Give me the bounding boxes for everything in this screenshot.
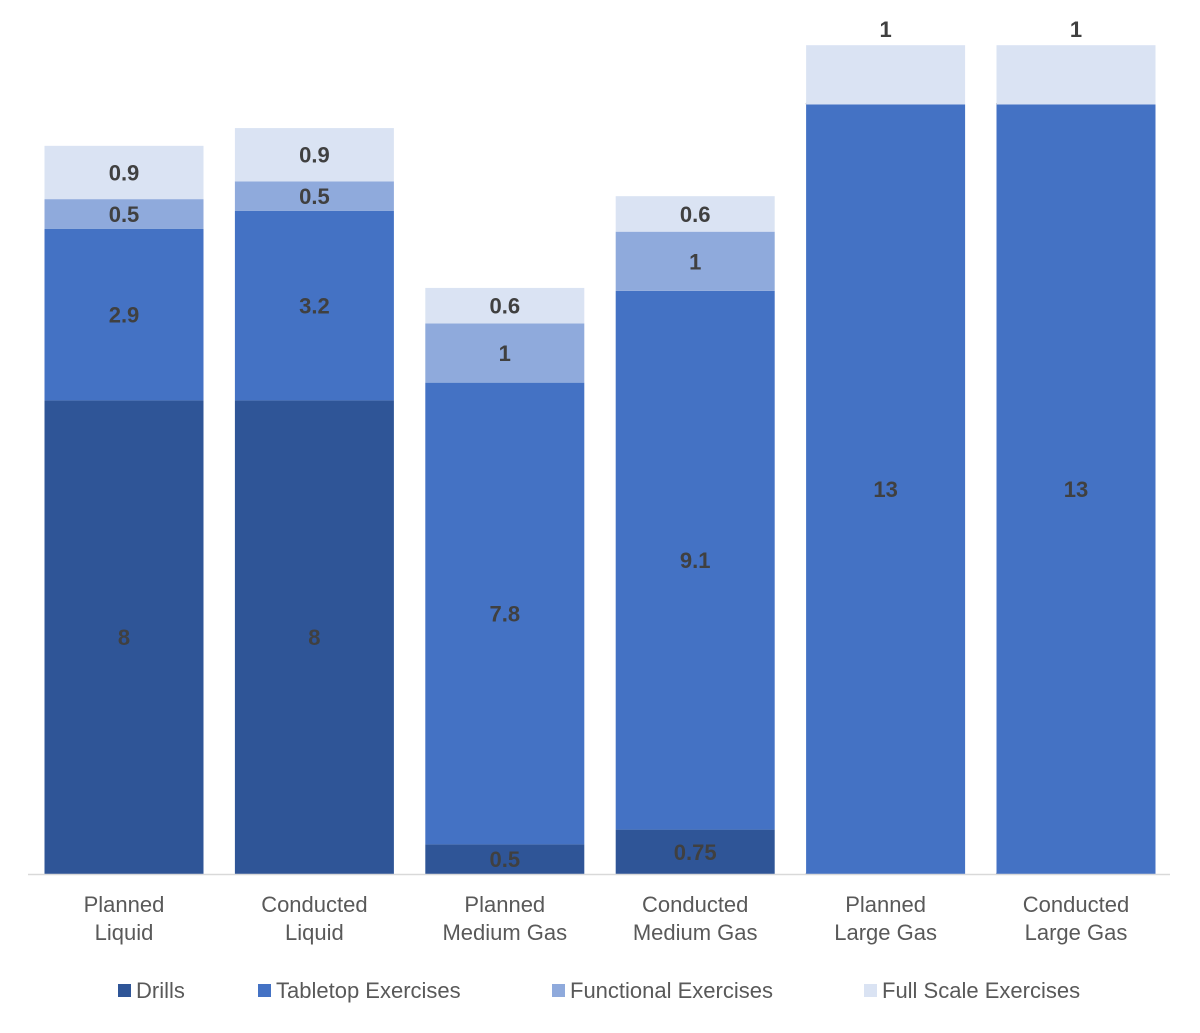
category-label: Large Gas: [1025, 920, 1128, 945]
category-label: Conducted: [261, 892, 367, 917]
legend-swatch: [864, 984, 877, 997]
bar-segment-functional-exercises: [615, 231, 775, 291]
legend-swatch: [258, 984, 271, 997]
bar-segment-tabletop-exercises: [996, 104, 1156, 874]
data-label: 0.5: [109, 202, 140, 227]
bar-segment-full-scale-exercises: [615, 196, 775, 232]
bar-segment-drills: [44, 400, 204, 874]
data-label: 0.75: [674, 840, 717, 865]
bar-segment-tabletop-exercises: [234, 210, 394, 401]
bar-segment-full-scale-exercises: [806, 45, 966, 105]
data-label: 13: [1064, 477, 1088, 502]
category-label: Planned: [84, 892, 165, 917]
data-label: 7.8: [490, 602, 521, 627]
bar-segment-drills: [234, 400, 394, 874]
category-label: Large Gas: [834, 920, 937, 945]
category-label: Liquid: [285, 920, 344, 945]
bar-segment-tabletop-exercises: [806, 104, 966, 874]
legend-label: Tabletop Exercises: [276, 978, 461, 1003]
data-label: 0.6: [680, 202, 711, 227]
bar-segment-full-scale-exercises: [996, 45, 1156, 105]
bar-segment-drills: [615, 829, 775, 874]
bar-segment-full-scale-exercises: [234, 128, 394, 182]
data-label: 8: [118, 625, 130, 650]
category-label: Liquid: [95, 920, 154, 945]
data-label: 9.1: [680, 548, 711, 573]
data-label: 0.5: [299, 184, 330, 209]
legend-swatch: [552, 984, 565, 997]
bar-segment-functional-exercises: [44, 199, 204, 229]
bar-segment-tabletop-exercises: [425, 382, 585, 845]
category-label: Planned: [845, 892, 926, 917]
data-label: 2.9: [109, 303, 140, 328]
data-label: 8: [308, 625, 320, 650]
bar-segment-tabletop-exercises: [615, 290, 775, 830]
bar-segment-functional-exercises: [425, 323, 585, 383]
data-label: 0.9: [299, 143, 330, 168]
data-label: 13: [873, 477, 897, 502]
data-label: 0.6: [490, 294, 521, 319]
bar-segment-drills: [425, 844, 585, 874]
category-label: Conducted: [1023, 892, 1129, 917]
legend-label: Functional Exercises: [570, 978, 773, 1003]
category-label: Planned: [464, 892, 545, 917]
category-label: Conducted: [642, 892, 748, 917]
bar-segment-full-scale-exercises: [425, 287, 585, 324]
legend-label: Drills: [136, 978, 185, 1003]
category-label: Medium Gas: [442, 920, 567, 945]
data-label: 0.9: [109, 160, 140, 185]
legend-label: Full Scale Exercises: [882, 978, 1080, 1003]
category-label: Medium Gas: [633, 920, 758, 945]
legend-swatch: [118, 984, 131, 997]
bar-segment-full-scale-exercises: [44, 145, 204, 200]
data-label: 0.5: [490, 847, 521, 872]
data-label: 1: [1070, 17, 1082, 42]
data-label: 1: [499, 341, 511, 366]
bar-segment-functional-exercises: [234, 181, 394, 211]
data-label: 1: [879, 17, 891, 42]
data-label: 1: [689, 249, 701, 274]
data-label: 3.2: [299, 294, 330, 319]
bar-segment-tabletop-exercises: [44, 228, 204, 401]
